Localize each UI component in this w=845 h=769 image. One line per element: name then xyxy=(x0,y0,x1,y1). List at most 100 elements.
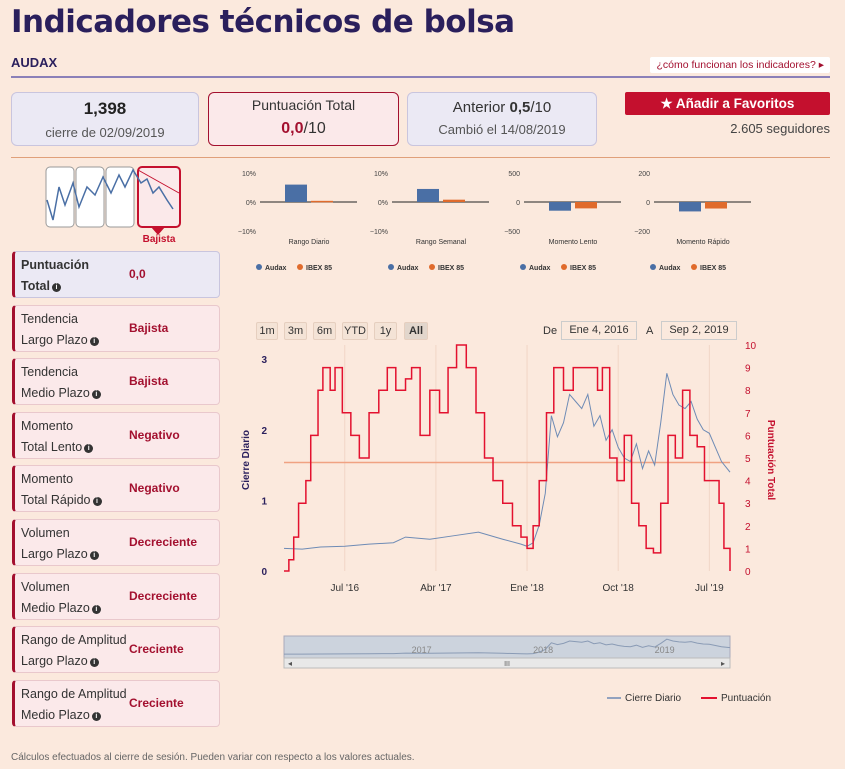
indicator-subname: Medio Plazo i xyxy=(21,601,101,615)
mini-tick-label: 500 xyxy=(508,171,520,178)
mini-tick-label: 200 xyxy=(638,171,650,178)
mini-chart: 200 0 −200 Momento Rápido Audax IBEX 85 xyxy=(634,171,751,272)
indicator-card[interactable]: Momento Total Lento i Negativo xyxy=(12,411,220,459)
legend-dot-icon xyxy=(297,264,303,270)
price-value: 1,398 xyxy=(83,99,127,118)
indicator-subname: Total Lento i xyxy=(21,439,94,454)
previous-suffix: /10 xyxy=(530,99,552,116)
info-icon[interactable]: i xyxy=(89,551,99,560)
help-link[interactable]: ¿cómo funcionan los indicadores? ▸ xyxy=(650,57,830,73)
indicator-value: Negativo xyxy=(129,481,180,496)
followers-count: 2.605 seguidores xyxy=(730,121,830,136)
indicator-name: Tendencia xyxy=(21,365,78,380)
mini-tick-label: −500 xyxy=(504,229,520,236)
right-tick-label: 5 xyxy=(745,454,751,465)
info-icon[interactable]: i xyxy=(91,390,101,400)
info-icon[interactable]: i xyxy=(91,711,101,721)
indicator-value: Bajista xyxy=(129,374,169,389)
indicator-name: Momento xyxy=(21,472,74,487)
divider xyxy=(11,157,830,158)
score-suffix: /10 xyxy=(303,120,326,137)
scroll-handle-grip: III xyxy=(504,661,510,668)
mini-bar-ibex xyxy=(705,202,727,209)
right-tick-label: 2 xyxy=(745,522,751,533)
indicator-card[interactable]: Tendencia Largo Plazo i Bajista xyxy=(12,304,220,352)
indicator-card[interactable]: Rango de Amplitud Largo Plazo i Creciente xyxy=(12,626,220,674)
indicator-subname: Medio Plazo i xyxy=(21,708,101,722)
mini-chart: 500 0 −500 Momento Lento Audax IBEX 85 xyxy=(504,171,621,272)
info-icon[interactable]: i xyxy=(89,336,99,346)
range-button-all[interactable]: All xyxy=(404,322,428,340)
indicator-value: Bajista xyxy=(129,320,169,335)
mini-tick-label: 0% xyxy=(246,200,256,207)
previous-line: Anterior 0,5/10 xyxy=(408,99,596,116)
date-to-input[interactable]: Sep 2, 2019 xyxy=(661,321,737,340)
indicator-card[interactable]: Momento Total Rápido i Negativo xyxy=(12,465,220,513)
info-icon[interactable]: i xyxy=(84,443,94,453)
indicator-value: Negativo xyxy=(129,427,180,442)
gauge-pointer-icon xyxy=(151,227,165,235)
legend-dot-icon xyxy=(691,264,697,270)
indicator-subname-text: Largo Plazo xyxy=(21,332,88,347)
range-button-ytd[interactable]: YTD xyxy=(342,322,368,340)
indicator-subname: Largo Plazo i xyxy=(21,654,99,668)
right-tick-label: 4 xyxy=(745,477,751,488)
right-tick-label: 1 xyxy=(745,544,751,555)
indicator-subname-text: Largo Plazo xyxy=(21,547,88,561)
range-button-1m[interactable]: 1m xyxy=(256,322,278,340)
indicator-card[interactable]: Rango de Amplitud Medio Plazo i Creciente xyxy=(12,679,220,727)
indicator-card[interactable]: Tendencia Medio Plazo i Bajista xyxy=(12,358,220,406)
indicator-name: Puntuación xyxy=(21,258,90,272)
ticker-name: AUDAX xyxy=(11,55,58,70)
right-tick-label: 9 xyxy=(745,364,751,375)
divider xyxy=(11,76,830,78)
legend-label-score: Puntuación xyxy=(721,693,771,704)
date-from-input[interactable]: Ene 4, 2016 xyxy=(561,321,637,340)
mini-bar-audax xyxy=(549,202,571,211)
mini-legend-label: IBEX 85 xyxy=(306,265,332,272)
info-icon[interactable]: i xyxy=(51,283,61,292)
mini-legend-label: IBEX 85 xyxy=(700,265,726,272)
left-tick-label: 3 xyxy=(261,355,267,366)
date-to-label: A xyxy=(646,325,654,337)
info-icon[interactable]: i xyxy=(91,604,101,614)
mini-tick-label: 10% xyxy=(374,171,388,178)
mini-legend-label: Audax xyxy=(265,265,287,272)
price-caption: cierre de 02/09/2019 xyxy=(45,125,165,140)
indicator-name: Volumen xyxy=(21,579,70,594)
add-favorites-button[interactable]: ★ Añadir a Favoritos xyxy=(625,92,830,115)
indicator-card[interactable]: Puntuación Total i 0,0 xyxy=(12,251,220,298)
range-button-3m[interactable]: 3m xyxy=(284,322,307,340)
indicator-value: 0,0 xyxy=(129,267,146,281)
left-tick-label: 2 xyxy=(261,426,267,437)
indicator-value: Decreciente xyxy=(129,588,198,603)
mini-chart-title: Rango Diario xyxy=(289,239,330,246)
legend-dot-icon xyxy=(256,264,262,270)
mini-chart-title: Momento Lento xyxy=(549,239,598,246)
score-value: 0,0 xyxy=(281,120,304,137)
x-tick-label: Jul '19 xyxy=(695,583,724,594)
legend-dot-icon xyxy=(650,264,656,270)
info-icon[interactable]: i xyxy=(92,497,102,507)
mini-bar-ibex xyxy=(575,202,597,209)
navigator-scrollbar xyxy=(283,657,731,669)
indicator-subname-text: Largo Plazo xyxy=(21,654,88,669)
range-button-6m[interactable]: 6m xyxy=(313,322,336,340)
indicator-subname-text: Medio Plazo xyxy=(21,707,90,722)
date-from-label: De xyxy=(543,325,558,337)
right-tick-label: 0 xyxy=(745,567,751,578)
indicator-card[interactable]: Volumen Medio Plazo i Decreciente xyxy=(12,572,220,620)
right-tick-label: 3 xyxy=(745,499,751,510)
indicator-subname-text: Total Lento xyxy=(21,439,83,454)
scroll-right-icon: ▸ xyxy=(721,659,725,668)
mini-bar-audax xyxy=(285,184,307,202)
score-line: 0,0/10 xyxy=(209,120,398,138)
mini-legend-label: Audax xyxy=(529,265,551,272)
info-icon[interactable]: i xyxy=(89,658,99,668)
x-tick-label: Oct '18 xyxy=(603,583,635,594)
legend-dot-icon xyxy=(429,264,435,270)
indicator-card[interactable]: Volumen Largo Plazo i Decreciente xyxy=(12,519,220,566)
mini-tick-label: 10% xyxy=(242,171,256,178)
footer-note: Cálculos efectuados al cierre de sesión.… xyxy=(11,752,415,763)
range-button-1y[interactable]: 1y xyxy=(374,322,397,340)
